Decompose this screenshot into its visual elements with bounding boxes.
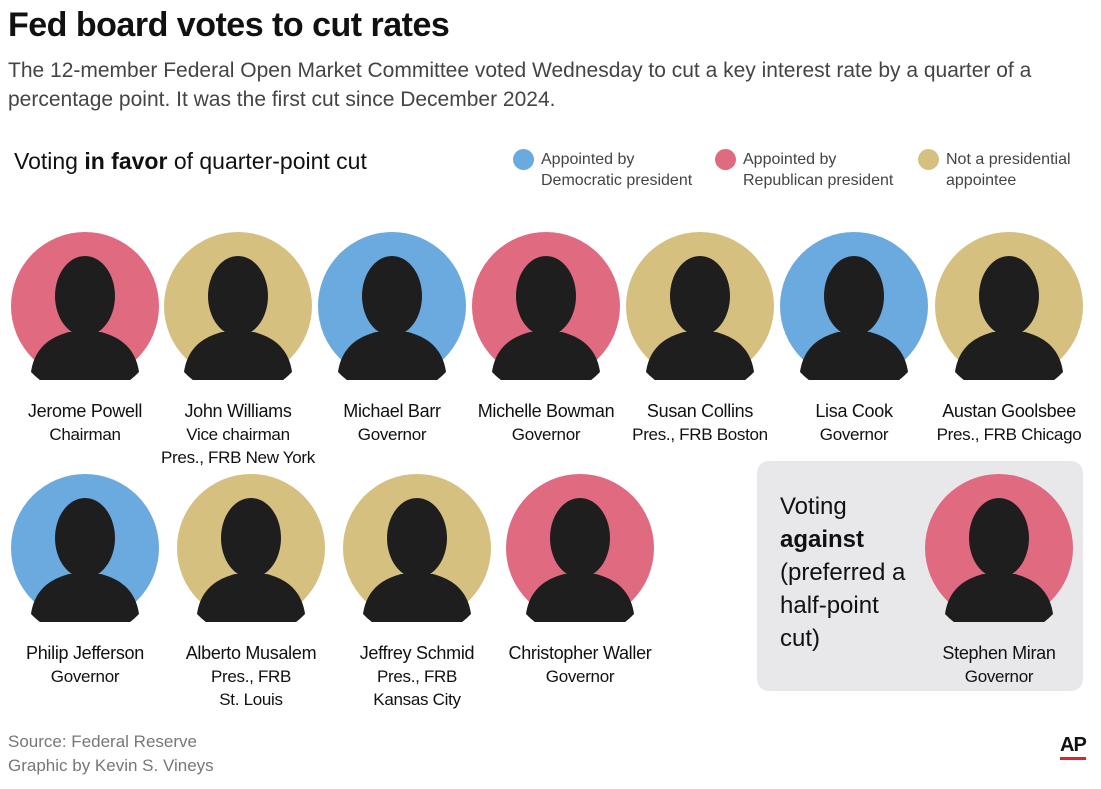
member-name: Michelle Bowman bbox=[477, 401, 615, 421]
silhouette bbox=[197, 574, 305, 622]
silhouette bbox=[338, 332, 446, 380]
member-title: Kansas City bbox=[373, 690, 461, 709]
member-name: Christopher Waller bbox=[508, 643, 652, 663]
silhouette bbox=[945, 574, 1053, 622]
member-name: Alberto Musalem bbox=[185, 643, 317, 663]
silhouette bbox=[526, 574, 634, 622]
member-name: Philip Jefferson bbox=[26, 643, 144, 663]
silhouette bbox=[31, 332, 139, 380]
silhouette-head bbox=[979, 256, 1039, 336]
member-title: Pres., FRB Chicago bbox=[936, 425, 1082, 444]
member-title: Governor bbox=[50, 667, 120, 686]
member-name: Michael Barr bbox=[343, 401, 441, 421]
member-title: Pres., FRB Boston bbox=[632, 425, 768, 444]
legend-label: Appointed by Democratic president bbox=[541, 151, 693, 189]
silhouette bbox=[492, 332, 600, 380]
member: Christopher Waller Governor bbox=[495, 474, 665, 688]
silhouette bbox=[31, 574, 139, 622]
member-title: Governor bbox=[357, 425, 427, 444]
heading-part: of quarter-point cut bbox=[173, 148, 367, 174]
member: Alberto Musalem Pres., FRB St. Louis bbox=[166, 474, 336, 711]
member-name: Jerome Powell bbox=[27, 401, 143, 421]
portrait bbox=[177, 474, 325, 622]
subtitle: The 12-member Federal Open Market Commit… bbox=[8, 59, 1032, 111]
logo: AP bbox=[1060, 733, 1087, 760]
legend-item: Not a presidential appointee bbox=[918, 149, 1098, 191]
portrait bbox=[11, 474, 159, 622]
member-name: Austan Goolsbee bbox=[942, 401, 1076, 421]
silhouette bbox=[955, 332, 1063, 380]
silhouette bbox=[800, 332, 908, 380]
source: Source: Federal Reserve bbox=[8, 732, 197, 751]
legend-item: Appointed by Democratic president bbox=[513, 149, 693, 191]
silhouette-head bbox=[969, 498, 1029, 578]
portrait bbox=[925, 474, 1073, 622]
portrait bbox=[11, 232, 159, 380]
section-heading: Voting in favor of quarter-point cut bbox=[14, 148, 367, 175]
silhouette bbox=[184, 332, 292, 380]
member-title: Governor bbox=[964, 667, 1034, 686]
legend-label: Not a presidential appointee bbox=[946, 151, 1071, 189]
member: John Williams Vice chairman Pres., FRB New… bbox=[153, 232, 323, 469]
member: Susan Collins Pres., FRB Boston bbox=[615, 232, 785, 446]
member: Lisa Cook Governor bbox=[769, 232, 939, 446]
member-title: St. Louis bbox=[219, 690, 283, 709]
title: Fed board votes to cut rates bbox=[8, 6, 450, 44]
member: Philip Jefferson Governor bbox=[0, 474, 170, 688]
silhouette-head bbox=[387, 498, 447, 578]
member-title: Pres., FRB bbox=[210, 667, 292, 686]
legend-item: Appointed by Republican president bbox=[715, 149, 895, 191]
member-title: Vice chairman bbox=[186, 425, 290, 444]
silhouette-head bbox=[55, 498, 115, 578]
heading-part: Voting bbox=[780, 493, 847, 520]
silhouette bbox=[363, 574, 471, 622]
member-name: John Williams bbox=[184, 401, 292, 421]
member: Jerome Powell Chairman bbox=[0, 232, 170, 446]
member-name: Stephen Miran bbox=[942, 643, 1056, 663]
portrait bbox=[626, 232, 774, 380]
member: Austan Goolsbee Pres., FRB Chicago bbox=[924, 232, 1094, 446]
heading-emphasis: in favor bbox=[84, 148, 168, 174]
member: Michelle Bowman Governor bbox=[461, 232, 631, 446]
member-name: Lisa Cook bbox=[815, 401, 893, 421]
portrait bbox=[164, 232, 312, 380]
silhouette-head bbox=[516, 256, 576, 336]
silhouette-head bbox=[55, 256, 115, 336]
silhouette-head bbox=[208, 256, 268, 336]
portrait bbox=[935, 232, 1083, 380]
heading-emphasis: against bbox=[780, 526, 865, 553]
member-title: Governor bbox=[819, 425, 889, 444]
silhouette bbox=[646, 332, 754, 380]
section-heading: Voting against (preferred a half-point c… bbox=[780, 490, 920, 655]
member-title: Governor bbox=[511, 425, 581, 444]
portrait bbox=[506, 474, 654, 622]
legend-swatch bbox=[918, 149, 939, 170]
member-name: Jeffrey Schmid bbox=[359, 643, 475, 663]
member: Stephen Miran Governor bbox=[914, 474, 1084, 688]
member: Michael Barr Governor bbox=[307, 232, 477, 446]
silhouette-head bbox=[670, 256, 730, 336]
silhouette-head bbox=[550, 498, 610, 578]
member-title: Chairman bbox=[49, 425, 121, 444]
legend-swatch bbox=[715, 149, 736, 170]
silhouette-head bbox=[824, 256, 884, 336]
portrait bbox=[472, 232, 620, 380]
legend-swatch bbox=[513, 149, 534, 170]
member: Jeffrey Schmid Pres., FRB Kansas City bbox=[332, 474, 502, 711]
heading-part: (preferred a half-point cut) bbox=[780, 559, 906, 652]
member-name: Susan Collins bbox=[646, 401, 754, 421]
credit: Graphic by Kevin S. Vineys bbox=[8, 756, 214, 775]
member-title: Governor bbox=[545, 667, 615, 686]
silhouette-head bbox=[362, 256, 422, 336]
heading-part: Voting bbox=[14, 148, 78, 174]
legend-label: Appointed by Republican president bbox=[743, 151, 894, 189]
portrait bbox=[780, 232, 928, 380]
portrait bbox=[343, 474, 491, 622]
silhouette-head bbox=[221, 498, 281, 578]
portrait bbox=[318, 232, 466, 380]
member-title: Pres., FRB New York bbox=[161, 448, 315, 467]
member-title: Pres., FRB bbox=[376, 667, 458, 686]
